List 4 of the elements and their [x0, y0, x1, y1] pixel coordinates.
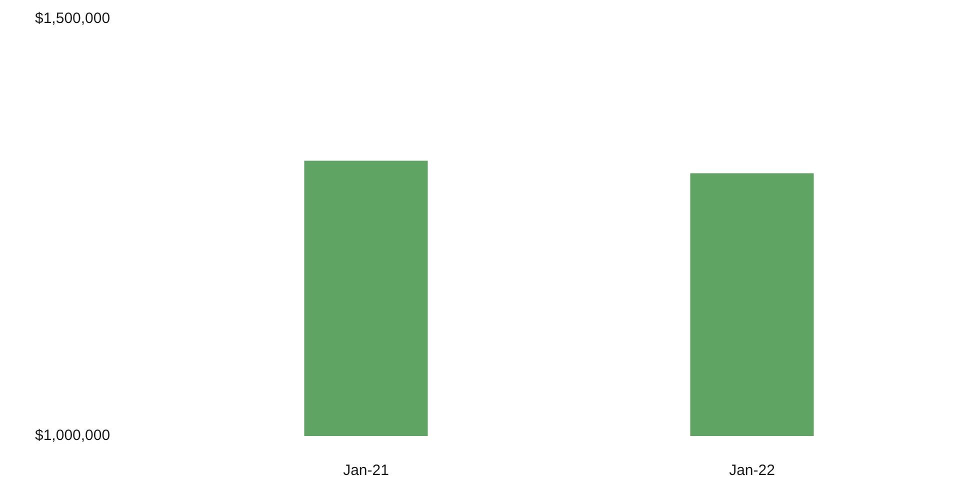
y-tick-label: $1,500,000 — [35, 10, 110, 28]
x-tick-label: Jan-21 — [343, 462, 389, 480]
y-tick-label: $1,000,000 — [35, 427, 110, 444]
x-tick-label: Jan-22 — [729, 462, 775, 480]
